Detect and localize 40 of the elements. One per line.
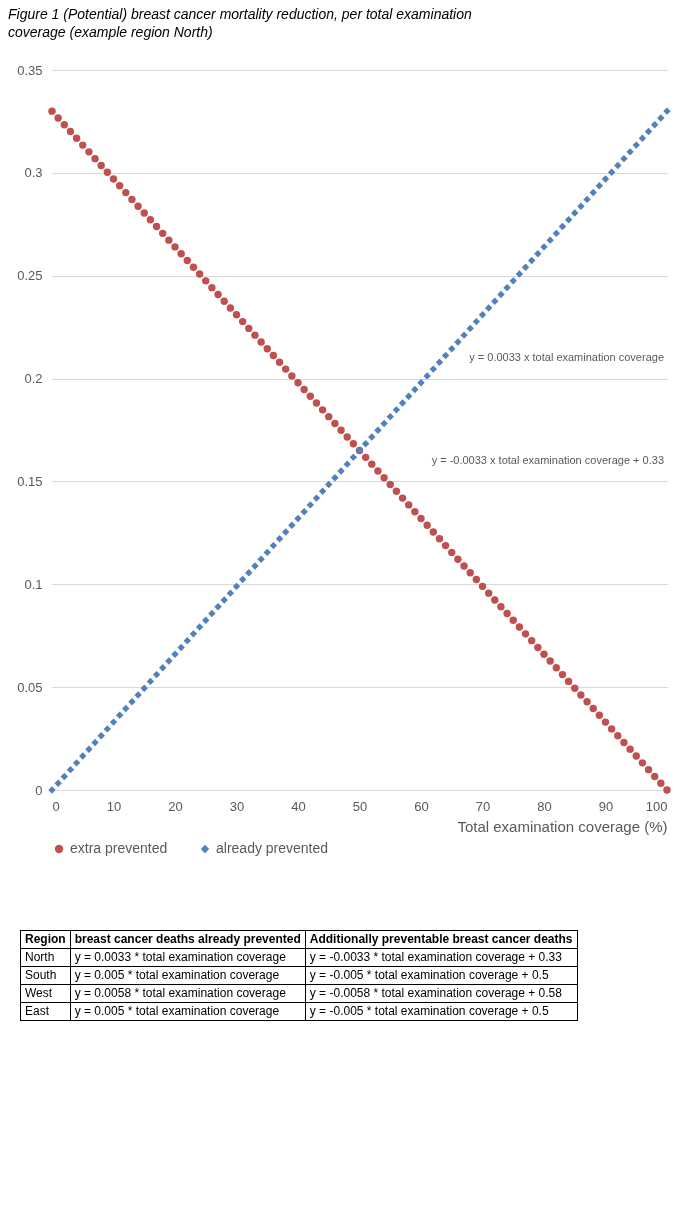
x-tick-label: 90	[598, 798, 614, 814]
y-tick-label: 0.15	[17, 473, 43, 489]
annotation: y = 0.0033 x total examination coverage	[469, 351, 664, 363]
text: Region	[20, 930, 71, 949]
legend-label: already prevented	[216, 840, 329, 856]
x-tick-label: 50	[352, 798, 368, 814]
y-tick-label: 0	[35, 782, 43, 798]
text: y = 0.0033 * total examination coverage	[70, 948, 306, 967]
x-tick-label: 30	[229, 798, 245, 814]
x-tick-label: 60	[414, 798, 429, 814]
x-tick-label: 100	[645, 798, 668, 814]
legend-label: extra prevented	[70, 840, 168, 856]
text: y = -0.0033 * total examination coverage + 0.33	[305, 948, 578, 967]
text: y = -0.0058 * total examination coverage + 0.58	[305, 984, 578, 1003]
text: South	[20, 966, 71, 985]
x-tick-label: 80	[537, 798, 552, 814]
x-tick-label: 0	[52, 798, 60, 814]
annotation: y = -0.0033 x total examination coverage + 0.33	[431, 454, 664, 466]
text: North	[20, 948, 71, 967]
text: East	[20, 1002, 71, 1021]
x-tick-label: 70	[475, 798, 491, 814]
text: y = 0.005 * total examination coverage	[70, 966, 306, 985]
text: Additionally preventable breast cancer deaths	[305, 930, 578, 949]
x-tick-label: 40	[291, 798, 306, 814]
y-tick-label: 0.05	[17, 679, 43, 695]
chart-title: Figure 1 (Potential) breast cancer mortality reduction, per total examination coverage (example region North)	[8, 6, 472, 40]
text: y = 0.005 * total examination coverage	[70, 1002, 306, 1021]
text: y = 0.0058 * total examination coverage	[70, 984, 306, 1003]
y-tick-label: 0.3	[24, 165, 43, 181]
y-tick-label: 0.35	[17, 62, 43, 78]
text: breast cancer deaths already prevented	[70, 930, 306, 949]
x-tick-label: 20	[168, 798, 183, 814]
y-tick-label: 0.1	[24, 576, 43, 592]
y-tick-label: 0.2	[24, 371, 43, 387]
y-tick-label: 0.25	[17, 268, 43, 284]
text: y = -0.005 * total examination coverage + 0.5	[305, 966, 578, 985]
text: West	[20, 984, 71, 1003]
x-axis-title: Total examination coverage (%)	[457, 817, 668, 835]
text: y = -0.005 * total examination coverage + 0.5	[305, 1002, 578, 1021]
x-tick-label: 10	[106, 798, 122, 814]
